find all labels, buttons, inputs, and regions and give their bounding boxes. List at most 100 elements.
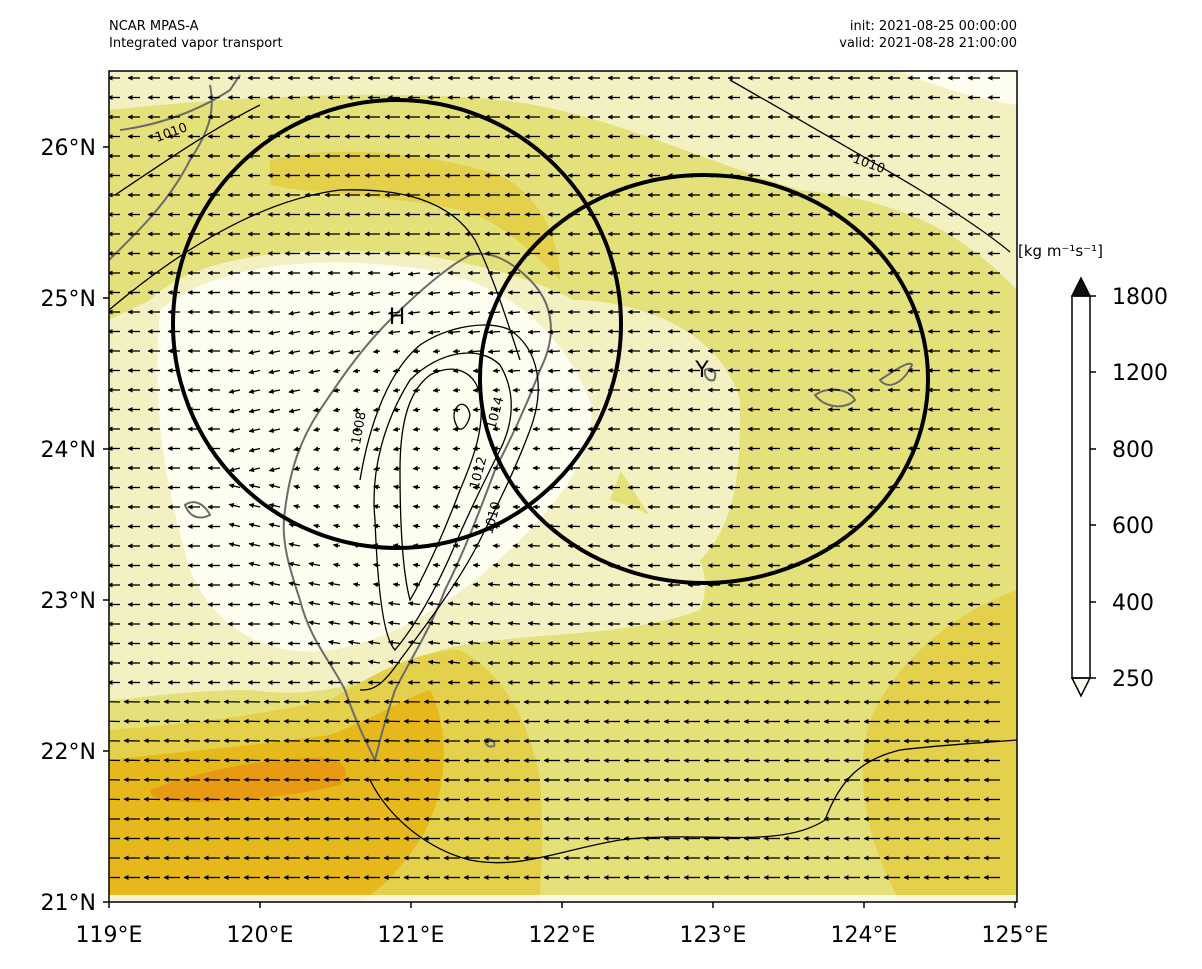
flux-arrow <box>427 329 441 335</box>
flux-arrow <box>447 290 461 296</box>
flux-arrow <box>392 368 401 374</box>
flux-arrow <box>507 562 521 568</box>
flux-arrow <box>432 562 441 568</box>
flux-arrow <box>432 523 441 529</box>
flux-arrow <box>432 407 441 413</box>
plot-frame <box>108 70 1018 903</box>
flux-arrow <box>447 659 461 665</box>
flux-arrow <box>313 426 321 432</box>
flux-arrow <box>427 659 441 665</box>
flux-arrow <box>228 408 241 414</box>
flux-arrow <box>472 562 481 568</box>
flux-arrow <box>407 620 421 626</box>
flux-arrow <box>372 523 381 529</box>
flux-arrow <box>392 543 401 549</box>
flux-arrow <box>333 504 341 510</box>
flux-arrow <box>412 426 421 432</box>
flux-arrow <box>312 407 321 413</box>
flux-arrow <box>432 348 441 354</box>
axis-ticks <box>103 146 1016 908</box>
flux-arrow <box>313 484 321 490</box>
flux-arrow <box>268 542 281 548</box>
flux-arrow <box>228 427 241 433</box>
colorbar-tick: 250 <box>1112 667 1154 692</box>
flux-arrow <box>472 582 481 588</box>
flux-arrow <box>268 447 281 453</box>
flux-arrow <box>487 620 501 626</box>
flux-arrow <box>268 600 281 606</box>
flux-arrow <box>467 290 481 296</box>
lon-label: 124°E <box>831 923 898 948</box>
flux-arrow <box>412 582 421 588</box>
flux-arrow <box>392 523 401 529</box>
flux-arrow <box>288 310 301 316</box>
flux-arrow <box>372 504 381 510</box>
flux-arrow <box>268 581 281 587</box>
flux-arrow <box>293 426 301 432</box>
lon-label: 120°E <box>227 923 294 948</box>
flux-arrow <box>387 271 401 277</box>
flux-arrow <box>372 348 381 354</box>
flux-arrow <box>412 387 421 393</box>
flux-arrow <box>427 271 441 277</box>
lat-label: 21°N <box>41 891 96 916</box>
flux-arrow <box>407 640 421 646</box>
flux-arrow <box>352 504 361 510</box>
flux-arrow <box>288 620 301 626</box>
flux-arrow <box>367 639 381 646</box>
flux-arrow <box>487 640 501 646</box>
longitude-labels: 119°E 120°E 121°E 122°E 123°E 124°E 125°… <box>76 923 1049 948</box>
flux-arrow <box>268 503 281 509</box>
flux-arrow <box>312 523 321 529</box>
flux-arrow <box>308 581 321 587</box>
flux-arrow <box>347 310 361 316</box>
flux-arrow <box>447 601 461 607</box>
flux-arrow <box>332 523 341 529</box>
init-time: init: 2021-08-25 00:00:00 <box>849 19 1017 34</box>
flux-arrow <box>527 562 541 568</box>
flux-arrow <box>567 562 581 568</box>
flux-arrow <box>248 503 261 509</box>
flux-arrow <box>288 581 301 587</box>
flux-arrow <box>347 600 361 606</box>
flux-arrow <box>228 483 241 489</box>
flux-arrow <box>352 426 361 432</box>
flux-arrow <box>248 467 261 473</box>
lanyu-island <box>483 738 496 748</box>
flux-arrow <box>367 620 381 626</box>
lat-label: 25°N <box>41 287 96 312</box>
flux-arrow <box>248 427 261 433</box>
flux-arrow <box>472 543 481 549</box>
flux-arrow <box>387 290 401 296</box>
plot-bottom-gap <box>109 895 1017 902</box>
flux-arrow <box>387 659 401 665</box>
flux-arrow <box>407 659 421 665</box>
header-left: NCAR MPAS-A Integrated vapor transport <box>109 18 283 52</box>
flux-arrow <box>347 639 361 646</box>
flux-arrow <box>328 581 341 587</box>
flux-arrow <box>268 483 281 489</box>
flux-arrow <box>407 290 421 296</box>
flux-arrow <box>268 408 281 414</box>
flux-arrow <box>467 349 481 355</box>
flux-arrow <box>248 408 261 414</box>
flux-arrow <box>268 388 281 394</box>
flux-arrow <box>248 542 261 548</box>
flux-arrow <box>313 465 321 471</box>
flux-arrow <box>392 562 401 568</box>
flux-arrow <box>347 290 361 297</box>
ivt-field-500-north <box>270 151 560 280</box>
flux-arrow <box>412 523 421 529</box>
flux-arrow <box>372 582 381 588</box>
flux-arrow <box>407 310 421 316</box>
lat-label: 23°N <box>41 589 96 614</box>
lon-label: 123°E <box>680 923 747 948</box>
flux-arrow <box>328 349 341 355</box>
flux-arrow <box>372 368 381 374</box>
colorbar-extend-min <box>1070 677 1092 698</box>
flux-arrow <box>547 562 561 568</box>
flux-arrow <box>313 504 321 510</box>
flux-arrow <box>372 407 381 413</box>
flux-arrow <box>308 369 321 375</box>
